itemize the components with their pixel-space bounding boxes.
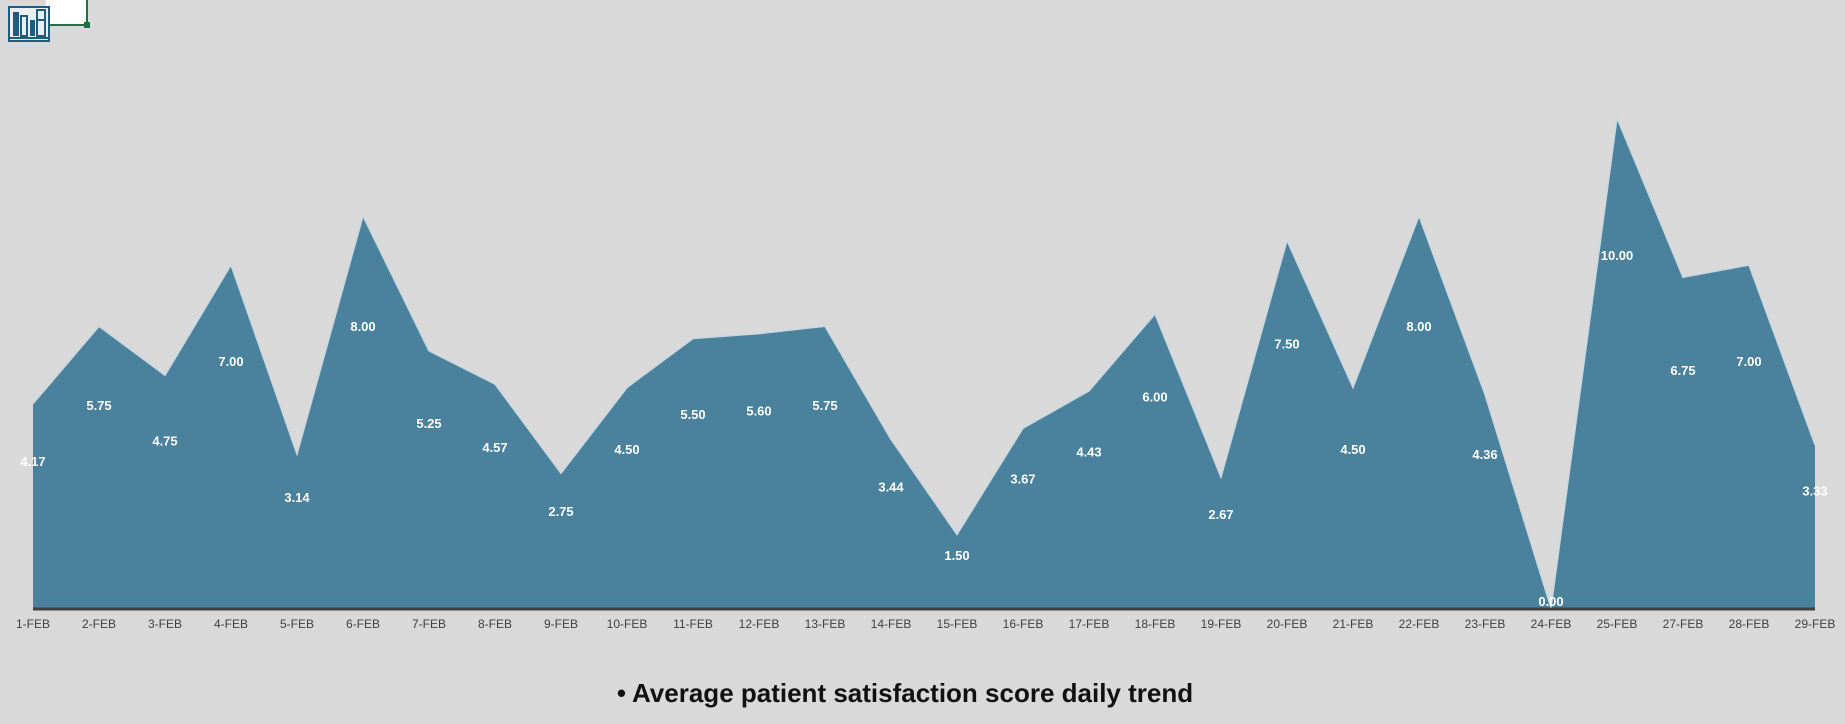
data-label: 4.75: [152, 433, 177, 448]
x-tick-label: 14-FEB: [871, 617, 912, 631]
chart-legend: • Average patient satisfaction score dail…: [0, 678, 1810, 709]
data-label: 3.33: [1802, 484, 1827, 499]
data-label: 4.36: [1472, 447, 1497, 462]
legend-series-name: Average patient satisfaction score daily…: [632, 678, 1194, 708]
x-tick-label: 22-FEB: [1399, 617, 1440, 631]
data-label: 10.00: [1601, 248, 1634, 263]
x-tick-label: 13-FEB: [805, 617, 846, 631]
data-label: 7.00: [1736, 354, 1761, 369]
x-tick-label: 5-FEB: [280, 617, 314, 631]
data-label: 3.67: [1010, 472, 1035, 487]
x-tick-label: 24-FEB: [1531, 617, 1572, 631]
area-series-line: [32, 115, 1816, 609]
data-label: 5.60: [746, 403, 771, 418]
data-labels: 4.17 5.75 4.75 7.00 3.14 8.00 5.25 4.57 2.75 4.50…: [20, 248, 1827, 609]
cell-selection-box[interactable]: [46, 0, 88, 26]
x-tick-label: 23-FEB: [1465, 617, 1506, 631]
x-tick-label: 8-FEB: [478, 617, 512, 631]
data-label: 1.50: [944, 548, 969, 563]
data-label: 4.50: [1340, 442, 1365, 457]
data-label: 3.44: [878, 480, 904, 495]
data-label: 8.00: [1406, 319, 1431, 334]
data-label: 7.50: [1274, 336, 1299, 351]
data-label: 8.00: [350, 319, 375, 334]
bookshelf-icon[interactable]: [8, 6, 50, 42]
data-label: 6.00: [1142, 389, 1167, 404]
data-label: 3.14: [284, 490, 310, 505]
area-series-fill: [33, 118, 1815, 608]
data-label: 6.75: [1670, 363, 1695, 378]
x-tick-label: 6-FEB: [346, 617, 380, 631]
data-label: 2.75: [548, 504, 573, 519]
data-label: 5.75: [86, 398, 111, 413]
x-tick-label: 27-FEB: [1663, 617, 1704, 631]
x-tick-label: 4-FEB: [214, 617, 248, 631]
data-label: 4.50: [614, 442, 639, 457]
data-label: 2.67: [1208, 507, 1233, 522]
x-tick-label: 25-FEB: [1597, 617, 1638, 631]
x-tick-label: 9-FEB: [544, 617, 578, 631]
data-label: 5.50: [680, 407, 705, 422]
x-tick-label: 11-FEB: [673, 617, 713, 631]
x-tick-label: 1-FEB: [16, 617, 50, 631]
x-tick-label: 10-FEB: [607, 617, 648, 631]
x-tick-label: 7-FEB: [412, 617, 446, 631]
data-label: 5.25: [416, 416, 441, 431]
area-series-layer: [32, 115, 1816, 609]
legend-marker: •: [616, 678, 626, 708]
x-tick-label: 19-FEB: [1201, 617, 1242, 631]
x-axis-tick-labels: 1-FEB 2-FEB 3-FEB 4-FEB 5-FEB 6-FEB 7-FEB 8-FEB…: [16, 617, 1835, 631]
data-label: 7.00: [218, 354, 243, 369]
x-tick-label: 12-FEB: [739, 617, 780, 631]
selection-fill-handle[interactable]: [84, 22, 90, 28]
data-label: 5.75: [812, 398, 837, 413]
data-label: 0.00: [1538, 594, 1563, 609]
x-tick-label: 16-FEB: [1003, 617, 1044, 631]
x-tick-label: 20-FEB: [1267, 617, 1308, 631]
x-tick-label: 21-FEB: [1333, 617, 1374, 631]
data-label: 4.17: [20, 454, 45, 469]
x-tick-label: 3-FEB: [148, 617, 182, 631]
x-tick-label: 2-FEB: [82, 617, 116, 631]
x-tick-label: 18-FEB: [1135, 617, 1176, 631]
x-tick-label: 29-FEB: [1795, 617, 1836, 631]
x-tick-label: 17-FEB: [1069, 617, 1110, 631]
x-tick-label: 15-FEB: [937, 617, 978, 631]
data-label: 4.57: [482, 440, 507, 455]
x-tick-label: 28-FEB: [1729, 617, 1770, 631]
data-label: 4.43: [1076, 445, 1101, 460]
